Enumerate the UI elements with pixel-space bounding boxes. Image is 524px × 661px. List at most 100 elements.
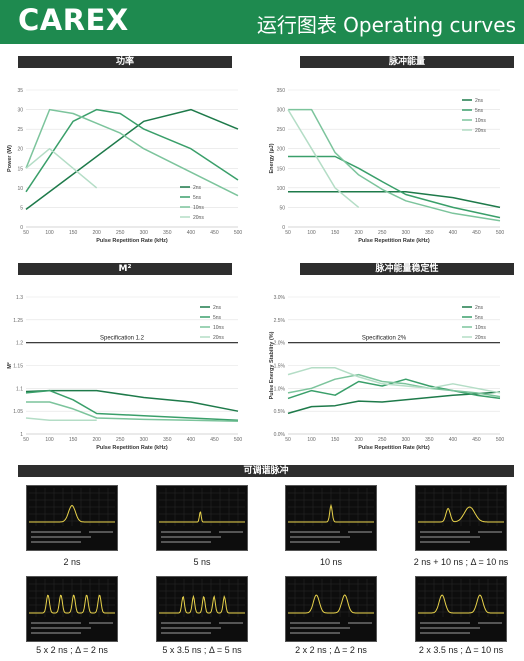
y-tick-label: 0 [282, 225, 285, 231]
scope-readout [420, 531, 470, 533]
legend-entry: 2ns [475, 305, 484, 311]
scope-readout [290, 627, 350, 629]
scope-caption: 5 ns [193, 557, 211, 567]
x-tick-label: 100 [307, 437, 316, 443]
stability-chart: 0.0% 0.5% 1.0% 1.5% 2.0% 2.5% 3.0% 50 100 150 200 2… [269, 295, 504, 451]
oscilloscope-trace-area [288, 579, 374, 634]
x-axis-label: Pulse Repetition Rate (kHz) [358, 238, 430, 244]
legend-entry: 2ns [213, 305, 222, 311]
pulse-trace [418, 506, 504, 523]
x-axis-label: Pulse Repetition Rate (kHz) [96, 445, 168, 451]
oscilloscope-screen [156, 576, 248, 642]
scope-readout [31, 627, 91, 629]
oscilloscope-trace-area [159, 488, 245, 543]
y-tick-label: 2.5% [274, 318, 286, 324]
y-tick-label: 1 [20, 432, 23, 438]
series-line-2ns [25, 108, 239, 211]
oscilloscope-screen [26, 485, 118, 551]
x-tick-label: 350 [425, 230, 434, 236]
oscilloscope-screen [415, 576, 507, 642]
y-tick-label: 100 [277, 186, 286, 192]
series-line-5ns [25, 389, 239, 422]
scope-readout [420, 632, 470, 634]
scope-readout [161, 627, 221, 629]
y-tick-label: 1.1 [16, 386, 23, 392]
scope-readout [161, 622, 211, 624]
pulse-trace [29, 504, 115, 523]
series-line-20ns [287, 367, 501, 394]
legend-entry: 10ns [475, 118, 486, 124]
y-tick-label: 30 [17, 108, 23, 114]
oscilloscope-trace-area [29, 488, 115, 543]
series-line-5ns [288, 155, 501, 219]
pulse-trace [288, 594, 374, 614]
y-tick-label: 15 [17, 166, 23, 172]
y-tick-label: 20 [17, 147, 23, 153]
y-tick-label: 1.25 [13, 318, 23, 324]
y-tick-label: 10 [17, 186, 23, 192]
scope-caption: 5 x 3.5 ns ; Δ = 5 ns [162, 645, 242, 655]
page-title: 运行图表 Operating curves [256, 13, 516, 37]
series-line-10ns [288, 108, 501, 222]
x-tick-label: 50 [285, 437, 291, 443]
series-line-10ns [26, 401, 239, 422]
chart-title-energy: 脉冲能量 [300, 56, 514, 68]
x-tick-label: 250 [378, 230, 387, 236]
legend-entry: 10ns [193, 205, 204, 211]
x-tick-label: 50 [285, 230, 291, 236]
x-tick-label: 150 [331, 230, 340, 236]
x-tick-label: 350 [425, 437, 434, 443]
oscilloscope-screen [156, 485, 248, 551]
y-axis-label: M² [6, 362, 13, 369]
x-tick-label: 450 [472, 437, 481, 443]
scope-caption: 2 ns [63, 557, 81, 567]
x-tick-label: 400 [449, 437, 458, 443]
y-tick-label: 3.0% [274, 295, 286, 301]
x-tick-label: 300 [402, 230, 411, 236]
pulse-trace [288, 503, 374, 523]
scope-readout [161, 541, 211, 543]
scope-readout [290, 632, 340, 634]
x-tick-label: 450 [210, 437, 219, 443]
scope-readout [348, 531, 372, 533]
y-tick-label: 0 [20, 225, 23, 231]
oscilloscope-trace-area [159, 579, 245, 634]
scope-readout [420, 541, 470, 543]
legend-entry: 20ns [475, 335, 486, 341]
y-tick-label: 25 [17, 127, 23, 133]
series-line-10ns [287, 373, 501, 398]
y-axis-label: Power (W) [7, 145, 13, 172]
scope-readout [89, 531, 113, 533]
x-tick-label: 150 [69, 437, 78, 443]
scope-readout [290, 541, 340, 543]
scope-readout [420, 627, 480, 629]
scope-readout [478, 531, 502, 533]
y-tick-label: 35 [17, 88, 23, 94]
scope-readout [31, 536, 91, 538]
y-tick-label: 200 [277, 147, 286, 153]
oscilloscope-trace-area [288, 488, 374, 543]
oscilloscope-trace-area [29, 579, 115, 634]
y-tick-label: 5 [20, 205, 23, 211]
series-line-5ns [25, 108, 239, 193]
series-line-20ns [25, 417, 97, 422]
scope-readout [161, 536, 221, 538]
y-tick-label: 1.5% [274, 364, 286, 370]
y-tick-label: 300 [277, 108, 286, 114]
pulse-trace [159, 511, 245, 523]
legend-entry: 2ns [193, 185, 202, 191]
x-tick-label: 450 [472, 230, 481, 236]
y-tick-label: 1.0% [274, 386, 286, 392]
x-tick-label: 150 [69, 230, 78, 236]
y-tick-label: 1.05 [13, 409, 23, 415]
legend-entry: 5ns [193, 195, 202, 201]
legend-entry: 2ns [475, 98, 484, 104]
scope-readout [219, 531, 243, 533]
y-tick-label: 1.3 [16, 295, 23, 301]
y-tick-label: 1.15 [13, 364, 23, 370]
x-tick-label: 200 [354, 230, 363, 236]
x-tick-label: 350 [163, 230, 172, 236]
legend-entry: 20ns [475, 128, 486, 134]
pulse-trace [418, 594, 504, 614]
